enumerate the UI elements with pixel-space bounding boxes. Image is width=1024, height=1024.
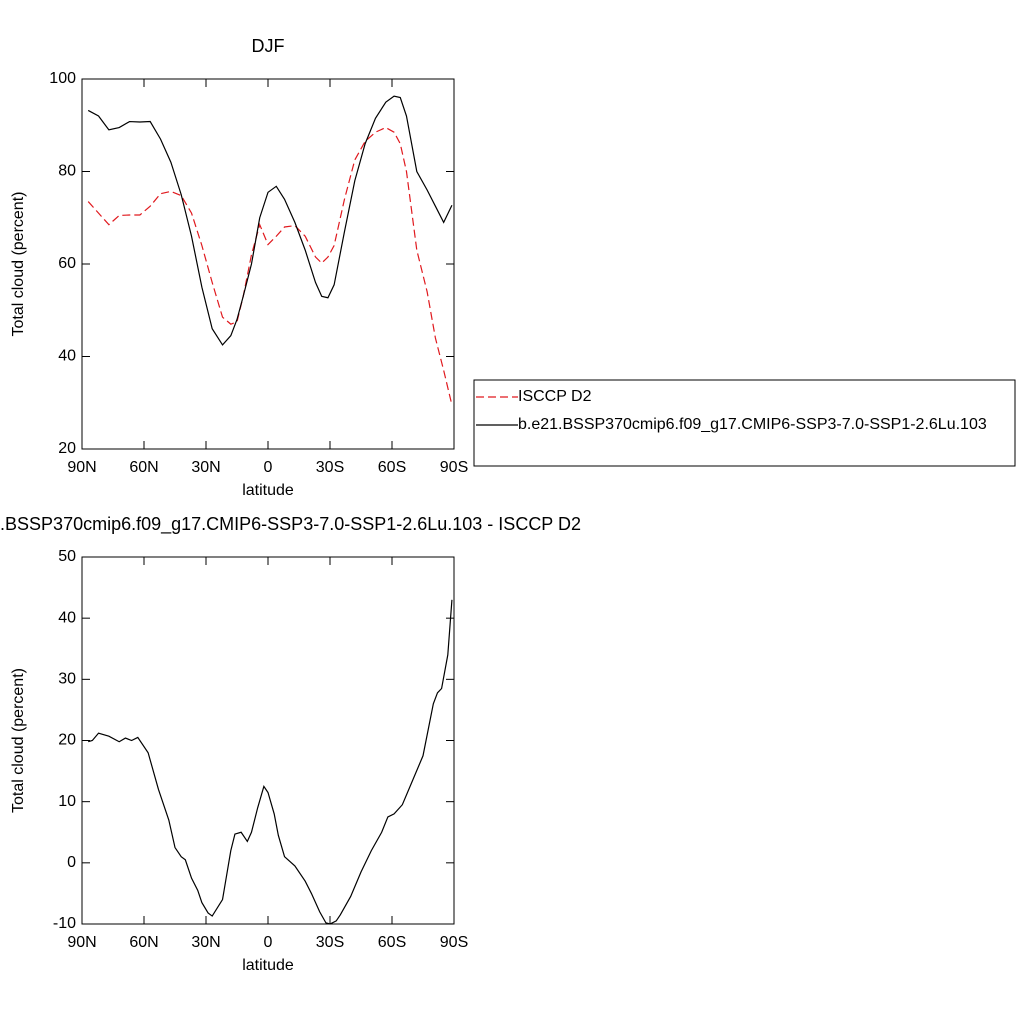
y-tick-label: 10 — [58, 793, 76, 810]
y-tick-label: 50 — [58, 548, 76, 565]
y-tick-label: -10 — [53, 915, 76, 932]
x-tick-label: 60S — [378, 459, 406, 476]
y-tick-label: 0 — [67, 854, 76, 871]
x-tick-label: 90S — [440, 459, 468, 476]
x-tick-label: 30S — [316, 459, 344, 476]
y-tick-label: 40 — [58, 348, 76, 365]
x-tick-label: 0 — [264, 459, 273, 476]
legend-box — [473, 379, 1016, 467]
x-tick-label: 0 — [264, 934, 273, 951]
y-tick-label: 20 — [58, 732, 76, 749]
y-axis-label: Total cloud (percent) — [10, 192, 27, 337]
x-tick-label: 90N — [67, 459, 96, 476]
plot-frame — [81, 78, 455, 450]
y-tick-label: 30 — [58, 671, 76, 688]
y-tick-label: 20 — [58, 440, 76, 457]
chart-title: b.e21.BSSP370cmip6.f09_g17.CMIP6-SSP3-7.… — [0, 514, 581, 535]
y-tick-label: 40 — [58, 609, 76, 626]
chart-title: DJF — [252, 36, 285, 56]
data-line — [87, 126, 453, 406]
data-line — [88, 599, 453, 925]
x-axis-label: latitude — [242, 482, 294, 499]
data-line — [87, 95, 453, 346]
legend-label: ISCCP D2 — [518, 388, 592, 405]
x-tick-label: 60S — [378, 934, 406, 951]
x-tick-label: 60N — [129, 459, 158, 476]
legend-label: b.e21.BSSP370cmip6.f09_g17.CMIP6-SSP3-7.… — [518, 416, 987, 433]
x-tick-label: 60N — [129, 934, 158, 951]
x-tick-label: 90N — [67, 934, 96, 951]
plot-frame — [81, 556, 455, 925]
x-tick-label: 30N — [191, 934, 220, 951]
y-tick-label: 80 — [58, 163, 76, 180]
x-tick-label: 90S — [440, 934, 468, 951]
y-tick-label: 60 — [58, 255, 76, 272]
x-tick-label: 30S — [316, 934, 344, 951]
y-tick-label: 100 — [49, 70, 76, 87]
x-axis-label: latitude — [242, 957, 294, 974]
y-axis-label: Total cloud (percent) — [10, 668, 27, 813]
x-tick-label: 30N — [191, 459, 220, 476]
